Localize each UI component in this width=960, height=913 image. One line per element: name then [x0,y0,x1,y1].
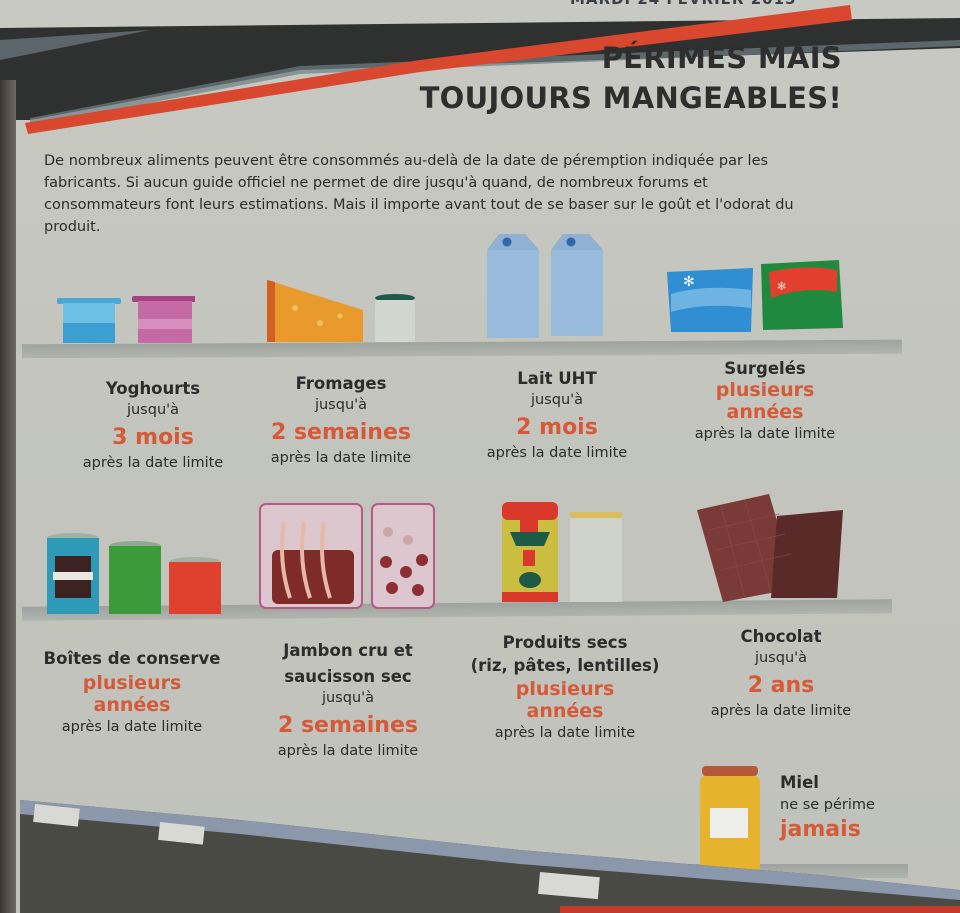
item-name: Lait UHT [517,369,597,388]
item-surgeles: Surgelés plusieurs années après la date … [670,358,860,445]
item-value: 3 mois [112,425,194,450]
item-name: Surgelés [724,359,806,378]
honey-jar-icon [700,766,760,872]
cheese-icon [267,280,415,342]
item-chocolat: Chocolat jusqu'à 2 ans après la date lim… [686,626,876,722]
title-line-1: PÉRIMÉS MAIS [601,41,842,75]
item-value-line-1: plusieurs [515,678,615,700]
item-fromages: Fromages jusqu'à 2 semaines après la dat… [246,373,436,469]
item-value-line-1: plusieurs [715,379,815,401]
item-value-line-2: années [93,694,171,716]
item-value: 2 mois [516,415,598,440]
yoghurt-cups-icon [57,296,195,343]
item-suffix: après la date limite [277,743,419,759]
frozen-food-icon: ✻ ✻ [667,260,843,332]
dry-goods-icon [502,502,622,602]
item-suffix: après la date limite [486,445,628,461]
item-prefix: jusqu'à [530,392,584,408]
item-value: jamais [780,817,861,842]
item-suffix: après la date limite [61,719,203,735]
item-value-line-2: années [526,700,604,722]
item-jambon-saucisson: Jambon cru et saucisson sec jusqu'à 2 se… [248,640,448,762]
item-produits-secs: Produits secs (riz, pâtes, lentilles) pl… [455,632,675,744]
item-suffix: après la date limite [694,426,836,442]
item-value-line-2: années [726,401,804,423]
item-value-line-1: plusieurs [82,672,182,694]
item-name-line-1: Produits secs [502,633,628,652]
background-photo [20,800,960,913]
intro-paragraph: De nombreux aliments peuvent être consom… [44,153,794,235]
svg-text:✻: ✻ [683,274,695,290]
header-band [0,5,960,134]
page-edge-shadow [0,80,16,913]
item-prefix: ne se périme [780,797,875,813]
svg-text:✻: ✻ [777,280,786,293]
item-name-line-1: Jambon cru et [283,641,413,660]
item-value: 2 semaines [271,420,411,445]
dateline: MARDI 24 FÉVRIER 2015 [570,0,796,8]
item-name: Miel [780,773,819,792]
chocolate-bar-icon [697,494,843,602]
page-title: PÉRIMÉS MAIS TOUJOURS MANGEABLES! [420,38,842,118]
item-prefix: jusqu'à [314,397,368,413]
item-prefix: jusqu'à [754,650,808,666]
item-name-line-2: saucisson sec [284,667,412,686]
item-prefix: jusqu'à [126,402,180,418]
item-value: 2 ans [747,673,815,698]
title-line-2: TOUJOURS MANGEABLES! [419,81,842,115]
item-name: Yoghourts [105,379,201,398]
item-name: Chocolat [740,627,822,646]
item-name: Boîtes de conserve [43,649,221,668]
item-name-line-2: (riz, pâtes, lentilles) [470,656,660,675]
item-suffix: après la date limite [494,725,636,741]
canned-food-icon [47,533,221,614]
item-miel: Miel ne se périme jamais [780,772,875,844]
item-boites-de-conserve: Boîtes de conserve plusieurs années aprè… [22,648,242,738]
item-name: Fromages [295,374,387,393]
item-suffix: après la date limite [270,450,412,466]
item-suffix: après la date limite [710,703,852,719]
item-lait-uht: Lait UHT jusqu'à 2 mois après la date li… [462,368,652,464]
item-value: 2 semaines [278,713,418,738]
item-suffix: après la date limite [82,455,224,471]
item-yoghourts: Yoghourts jusqu'à 3 mois après la date l… [58,378,248,474]
ham-sausage-icon [259,503,435,609]
item-prefix: jusqu'à [321,690,375,706]
milk-carton-icon [487,234,603,338]
